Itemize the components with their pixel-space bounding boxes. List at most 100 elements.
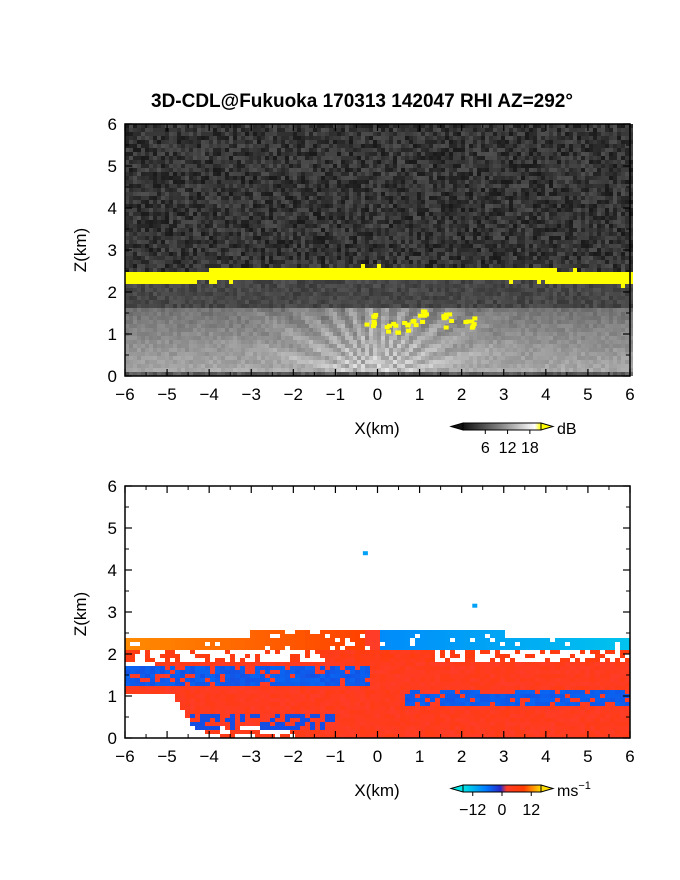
reflectivity-cell [585, 248, 589, 252]
reflectivity-cell [373, 212, 377, 216]
reflectivity-cell [277, 164, 281, 168]
reflectivity-cell [209, 124, 213, 128]
reflectivity-cell [181, 208, 185, 212]
reflectivity-cell [189, 228, 193, 232]
reflectivity-cell [185, 128, 189, 132]
reflectivity-cell [521, 176, 525, 180]
reflectivity-cell [149, 144, 153, 148]
reflectivity-cell [293, 224, 297, 228]
reflectivity-cell [405, 240, 409, 244]
reflectivity-cell [433, 124, 437, 128]
reflectivity-cell [201, 180, 205, 184]
reflectivity-cell [517, 200, 521, 204]
reflectivity-cell [537, 184, 541, 188]
reflectivity-cell [309, 220, 313, 224]
reflectivity-cell [345, 184, 349, 188]
reflectivity-cell [217, 148, 221, 152]
reflectivity-cell [333, 180, 337, 184]
reflectivity-cell [525, 260, 529, 264]
reflectivity-cell [329, 228, 333, 232]
reflectivity-cell [581, 228, 585, 232]
reflectivity-cell [301, 208, 305, 212]
reflectivity-cell [201, 244, 205, 248]
reflectivity-cell [201, 160, 205, 164]
reflectivity-cell [453, 148, 457, 152]
reflectivity-cell [389, 204, 393, 208]
reflectivity-cell [181, 192, 185, 196]
reflectivity-cell [361, 260, 365, 264]
reflectivity-cell [237, 128, 241, 132]
reflectivity-cell [617, 220, 621, 224]
reflectivity-cell [545, 192, 549, 196]
reflectivity-cell [445, 248, 449, 252]
reflectivity-cell [257, 236, 261, 240]
reflectivity-cell [189, 168, 193, 172]
reflectivity-cell [589, 256, 593, 260]
reflectivity-cell [389, 244, 393, 248]
reflectivity-cell [581, 208, 585, 212]
reflectivity-cell [385, 220, 389, 224]
reflectivity-cell [549, 196, 553, 200]
reflectivity-cell [241, 224, 245, 228]
reflectivity-cell [513, 200, 517, 204]
reflectivity-cell [345, 248, 349, 252]
reflectivity-cell [585, 224, 589, 228]
reflectivity-cell [513, 128, 517, 132]
reflectivity-cell [169, 268, 173, 272]
reflectivity-cell [457, 240, 461, 244]
reflectivity-cell [329, 264, 333, 268]
reflectivity-cell [609, 224, 613, 228]
reflectivity-cell [425, 160, 429, 164]
reflectivity-cell [161, 228, 165, 232]
reflectivity-cell [349, 264, 353, 268]
reflectivity-cell [217, 272, 221, 276]
reflectivity-cell [417, 236, 421, 240]
reflectivity-cell [265, 200, 269, 204]
reflectivity-cell [625, 136, 629, 140]
reflectivity-cell [621, 160, 625, 164]
reflectivity-cell [581, 128, 585, 132]
reflectivity-cell [517, 204, 521, 208]
reflectivity-cell [257, 256, 261, 260]
reflectivity-cell [341, 276, 345, 280]
reflectivity-cell [453, 156, 457, 160]
reflectivity-cell [497, 124, 501, 128]
reflectivity-cell [461, 220, 465, 224]
reflectivity-cell [621, 240, 625, 244]
reflectivity-cell [193, 228, 197, 232]
reflectivity-cell [501, 160, 505, 164]
reflectivity-cell [621, 140, 625, 144]
reflectivity-cell [429, 172, 433, 176]
reflectivity-cell [273, 280, 277, 284]
reflectivity-cell [317, 264, 321, 268]
reflectivity-cell [241, 268, 245, 272]
reflectivity-cell [269, 144, 273, 148]
reflectivity-cell [205, 196, 209, 200]
reflectivity-cell [597, 136, 601, 140]
reflectivity-cell [333, 252, 337, 256]
reflectivity-cell [405, 256, 409, 260]
reflectivity-cell [337, 172, 341, 176]
reflectivity-cell [561, 188, 565, 192]
reflectivity-cell [437, 140, 441, 144]
reflectivity-cell [237, 180, 241, 184]
reflectivity-cell [453, 184, 457, 188]
reflectivity-cell [437, 124, 441, 128]
reflectivity-cell [381, 200, 385, 204]
reflectivity-cell [221, 160, 225, 164]
reflectivity-cell [345, 152, 349, 156]
reflectivity-cell [417, 152, 421, 156]
reflectivity-cell [253, 140, 257, 144]
reflectivity-cell [237, 236, 241, 240]
reflectivity-cell [529, 124, 533, 128]
reflectivity-cell [361, 188, 365, 192]
reflectivity-cell [265, 172, 269, 176]
reflectivity-cell [237, 200, 241, 204]
reflectivity-cell [249, 272, 253, 276]
reflectivity-cell [341, 204, 345, 208]
reflectivity-cell [373, 124, 377, 128]
reflectivity-cell [353, 196, 357, 200]
reflectivity-cell [301, 272, 305, 276]
reflectivity-cell [237, 216, 241, 220]
reflectivity-cell [605, 228, 609, 232]
